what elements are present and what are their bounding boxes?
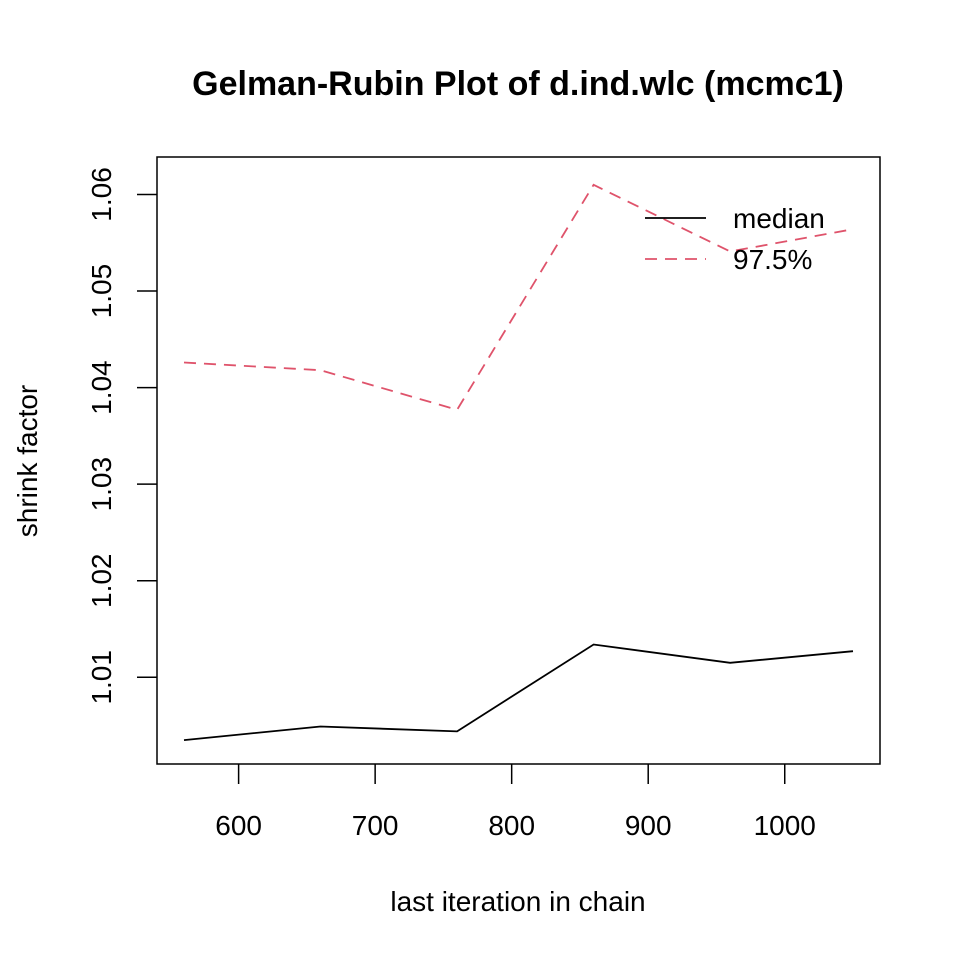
series-line-upper	[183, 183, 854, 411]
y-tick-label: 1.06	[86, 167, 117, 222]
legend: median 97.5%	[645, 203, 825, 275]
y-tick-label: 1.04	[86, 360, 117, 415]
legend-label: 97.5%	[733, 244, 812, 275]
y-axis-label: shrink factor	[12, 385, 43, 538]
y-tick-label: 1.05	[86, 264, 117, 319]
y-tick-label: 1.01	[86, 650, 117, 705]
x-tick-label: 700	[352, 810, 399, 841]
x-tick-label: 900	[625, 810, 672, 841]
y-axis: 1.01 1.02 1.03 1.04 1.05 1.06	[86, 167, 157, 705]
legend-label: median	[733, 203, 825, 234]
chart-title: Gelman-Rubin Plot of d.ind.wlc (mcmc1)	[192, 65, 844, 103]
x-tick-label: 1000	[754, 810, 816, 841]
x-axis: 600 700 800 900 1000	[215, 764, 816, 841]
x-axis-label: last iteration in chain	[390, 886, 645, 917]
y-tick-label: 1.03	[86, 457, 117, 512]
plot-frame	[156, 156, 881, 765]
x-tick-label: 800	[488, 810, 535, 841]
x-tick-label: 600	[215, 810, 262, 841]
series-layer	[183, 183, 854, 741]
series-line-median	[183, 643, 854, 741]
y-tick-label: 1.02	[86, 553, 117, 608]
